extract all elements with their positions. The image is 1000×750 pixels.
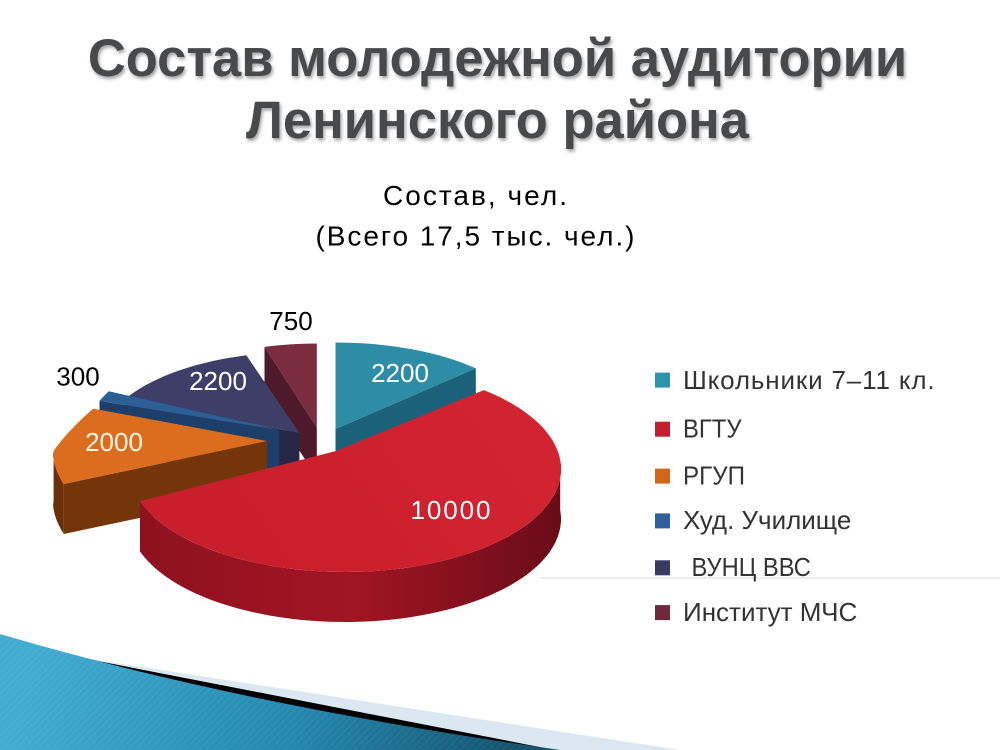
svg-text:2200: 2200 [371,358,429,388]
svg-text:300: 300 [56,362,99,392]
svg-text:750: 750 [269,306,312,336]
svg-text:Школьники 7–11 кл.: Школьники 7–11 кл. [683,365,935,395]
svg-text:Ленинского района: Ленинского района [246,91,750,150]
svg-text:(Всего 17,5 тыс. чел.): (Всего 17,5 тыс. чел.) [316,221,635,252]
svg-text:10000: 10000 [411,495,491,525]
svg-text:Состав, чел.: Состав, чел. [383,180,567,211]
svg-text:2200: 2200 [189,366,247,396]
svg-text:2000: 2000 [85,427,143,457]
svg-text:Худ. Училище: Худ. Училище [683,505,851,535]
svg-text:Состав молодежной аудитории: Состав молодежной аудитории [88,29,907,88]
svg-text:ВУНЦ ВВС: ВУНЦ ВВС [692,552,811,582]
svg-text:ВГТУ: ВГТУ [683,414,742,444]
svg-text:РГУП: РГУП [683,461,745,491]
svg-text:Институт МЧС: Институт МЧС [683,597,857,627]
